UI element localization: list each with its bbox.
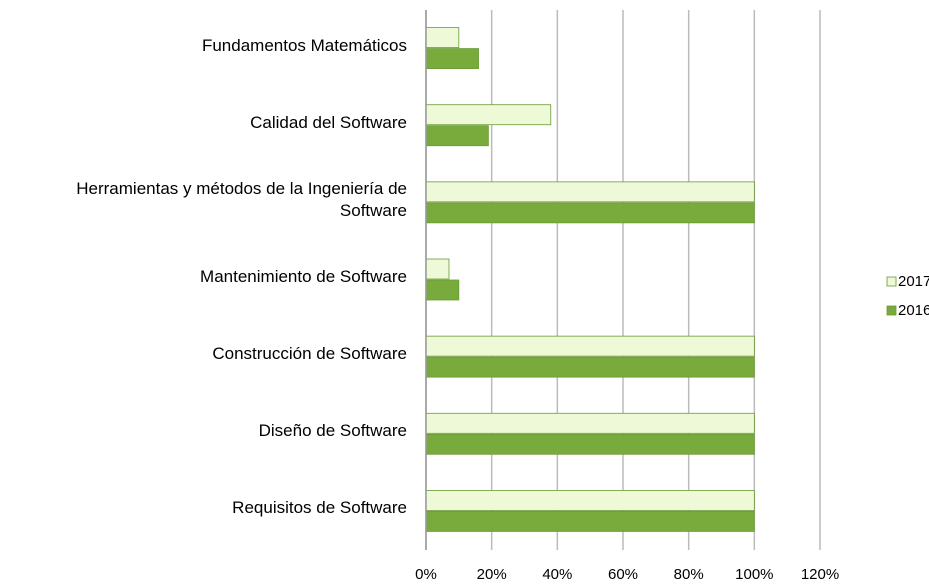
bar	[425, 511, 755, 532]
bar	[425, 202, 755, 224]
x-tick-label: 120%	[801, 566, 839, 583]
x-tick-label: 80%	[674, 566, 704, 583]
bar	[425, 279, 460, 301]
category-label: Requisitos de Software	[232, 498, 407, 518]
bar	[425, 356, 755, 378]
bar	[425, 258, 450, 280]
x-tick-label: 100%	[735, 566, 773, 583]
x-tick-label: 40%	[542, 566, 572, 583]
bar	[425, 412, 755, 434]
bar	[425, 490, 755, 511]
legend-swatch	[886, 276, 897, 287]
category-label: Fundamentos Matemáticos	[201, 35, 407, 55]
x-tick-label: 20%	[477, 566, 507, 583]
category-label: Construcción de Software	[212, 344, 407, 364]
bar	[425, 181, 755, 203]
category-label: Diseño de Software	[258, 421, 407, 441]
bar	[425, 104, 552, 126]
bar	[425, 335, 755, 357]
category-label: Calidad del Software	[250, 112, 407, 132]
category-label: Mantenimiento de Software	[200, 267, 407, 286]
bar	[425, 125, 489, 147]
x-tick-label: 0%	[415, 566, 437, 583]
legend-label: 2016	[898, 302, 929, 319]
legend-label: 2017	[898, 273, 929, 290]
x-tick-label: 60%	[608, 566, 638, 583]
bar	[425, 27, 460, 48]
category-label: Herramientas y métodos de la Ingeniería …	[76, 178, 407, 220]
bar	[425, 48, 479, 69]
legend-swatch	[886, 305, 897, 316]
bar	[425, 433, 755, 455]
